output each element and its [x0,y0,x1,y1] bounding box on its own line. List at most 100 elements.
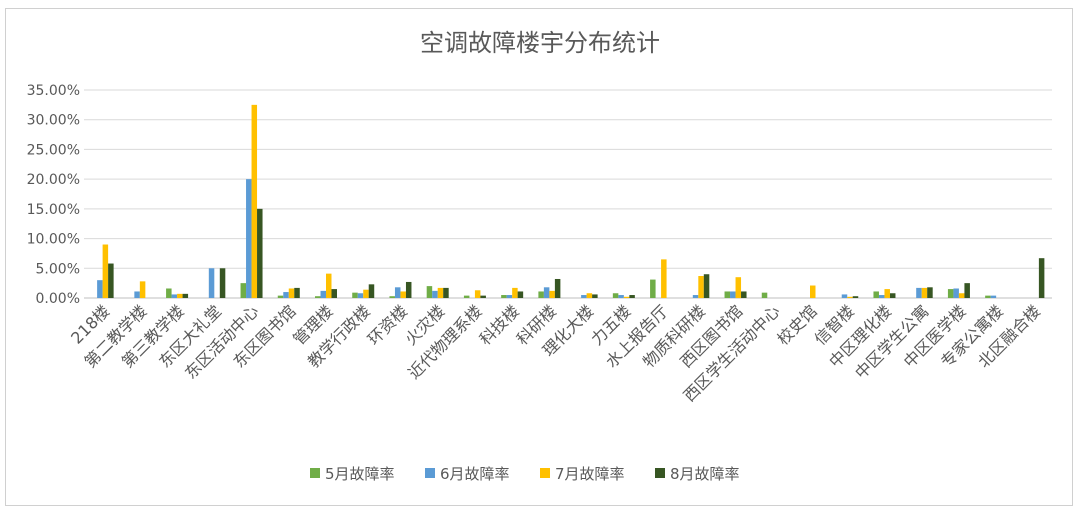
bar-3-5 [251,104,258,298]
bar-4-15 [629,295,635,298]
bar-2-2 [134,291,140,298]
bar-1-11 [463,295,470,298]
bar-4-6 [294,287,300,298]
y-tick-label: 5.00% [36,261,80,277]
bar-1-5 [240,283,247,298]
bar-4-24 [964,283,970,298]
bar-2-15 [618,295,624,298]
bar-4-26 [1038,258,1045,298]
bar-2-13 [543,287,550,298]
bar-1-3 [166,288,172,298]
legend: 5月故障率 6月故障率 7月故障率 8月故障率 [310,465,740,483]
bar-3-21 [847,296,853,298]
bar-2-24 [953,288,959,298]
y-tick-label: 15.00% [27,202,80,218]
bar-2-1 [97,280,103,298]
bar-2-3 [171,294,178,298]
bar-4-23 [927,287,933,298]
x-axis-labels: 218楼第二教学楼第三教学楼东区大礼堂东区活动中心东区图书馆管理楼教学行政楼环资… [67,301,1044,405]
legend-label: 6月故障率 [440,465,510,483]
bar-2-7 [320,290,326,298]
y-tick-label: 30.00% [27,113,80,129]
bar-3-7 [326,273,332,298]
bar-2-12 [506,295,513,298]
x-tick-label: 校史馆 [773,301,820,348]
x-tick-label: 科技楼 [476,301,523,348]
bar-2-22 [878,295,885,298]
bar-2-10 [432,290,438,298]
bar-1-16 [650,279,656,298]
bar-1-19 [761,292,768,298]
legend-swatch [425,468,435,478]
legend-swatch [655,468,665,478]
bar-3-22 [884,289,890,298]
bar-4-22 [889,293,896,298]
bar-2-23 [916,287,922,298]
legend-label: 7月故障率 [555,465,625,483]
bar-1-7 [315,296,321,298]
bar-3-13 [549,290,555,298]
bar-1-6 [277,295,284,298]
bar-2-6 [283,292,289,298]
bar-3-11 [474,290,481,298]
bar-4-1 [108,263,114,298]
bar-4-9 [405,281,412,298]
bar-3-16 [661,259,667,298]
bar-2-21 [841,294,848,298]
bar-1-24 [947,289,954,298]
bar-3-17 [698,276,704,298]
bar-4-8 [368,284,375,298]
bar-2-18 [730,291,736,298]
bar-3-23 [921,287,928,298]
bar-2-17 [692,295,699,298]
bar-1-22 [873,291,879,298]
bar-4-13 [554,278,561,298]
x-tick-label: 环资楼 [364,301,411,348]
bar-2-4 [208,268,215,298]
bar-1-10 [426,286,433,298]
bar-3-12 [512,287,518,298]
y-tick-label: 25.00% [27,142,80,158]
y-tick-label: 20.00% [27,172,80,188]
bar-3-3 [177,293,183,298]
bar-2-8 [357,293,364,298]
bar-2-9 [394,287,401,298]
bar-1-9 [389,296,395,298]
bar-3-10 [437,287,444,298]
bar-4-3 [182,293,189,298]
bar-1-13 [538,291,544,298]
bar-4-14 [592,294,598,298]
bar-2-25 [990,295,997,298]
grid-layer: 0.00% 5.00% 10.00% 15.00% 20.00% 25.00% 30.00%… [27,83,1052,307]
bar-3-15 [623,296,630,298]
y-tick-label: 0.00% [36,291,80,307]
bar-1-18 [724,291,731,298]
bar-4-18 [741,291,747,298]
legend-swatch [540,468,550,478]
bar-2-5 [246,179,252,298]
bar-3-18 [735,277,742,298]
chart-svg: 空调故障楼宇分布统计 0.00% 5.00% 10.00% 15.00% 20.00% 2… [27,29,1052,483]
chart-title: 空调故障楼宇分布统计 [420,29,660,57]
legend-label: 5月故障率 [325,465,395,483]
legend-swatch [310,468,320,478]
bar-1-15 [612,293,619,298]
bar-4-11 [480,295,486,298]
bar-4-10 [443,287,449,298]
y-tick-label: 10.00% [27,232,80,248]
bar-3-9 [400,291,406,298]
bar-4-5 [257,208,263,298]
bar-3-2 [139,281,146,298]
bar-3-6 [288,288,295,298]
bar-1-12 [501,295,507,298]
y-tick-label: 35.00% [27,83,80,99]
bar-4-7 [331,289,337,298]
bar-4-12 [517,291,524,298]
bar-1-25 [985,295,991,298]
bar-3-14 [586,293,593,298]
bar-3-20 [810,285,816,298]
bar-3-1 [102,244,109,298]
bar-4-17 [703,274,710,298]
bar-2-14 [581,295,587,298]
bar-4-4 [219,268,226,298]
